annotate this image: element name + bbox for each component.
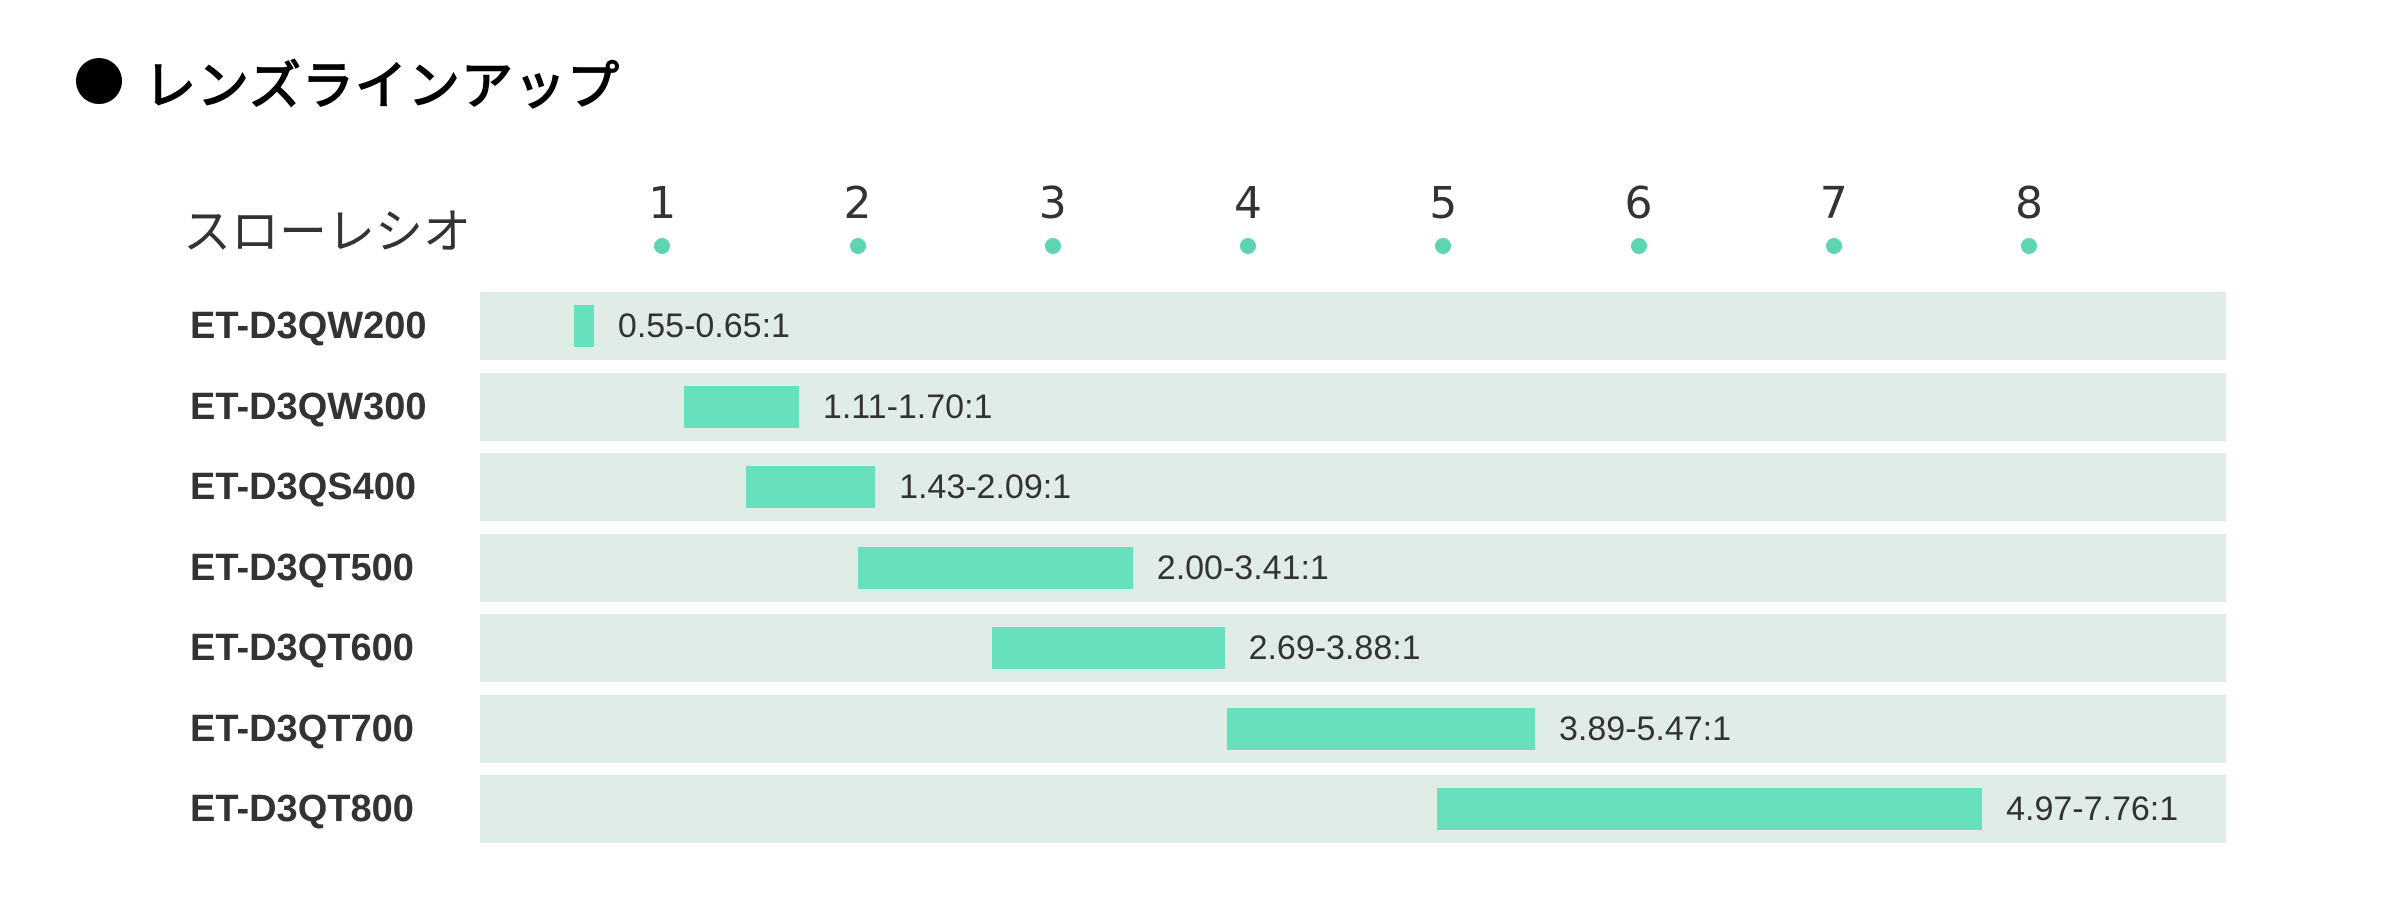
x-tick-label: 7 (1819, 178, 1848, 229)
category-label: ET-D3QT700 (190, 707, 414, 750)
x-tick-label: 1 (648, 178, 677, 229)
range-bar (683, 385, 799, 428)
x-tick-label: 4 (1234, 178, 1262, 229)
range-value-label: 1.11-1.70:1 (822, 387, 993, 426)
x-tick-4: 4 (1188, 178, 1308, 230)
row-background (480, 614, 2226, 682)
x-tick-dot (1630, 238, 1647, 254)
x-tick-dot (2021, 238, 2037, 254)
x-tick-label: 5 (1429, 178, 1458, 229)
chart-title: レンズラインアップ (76, 46, 620, 117)
range-value-label: 1.43-2.09:1 (899, 468, 1072, 506)
range-bar (574, 305, 594, 347)
row-background (480, 453, 2226, 521)
x-tick-label: 6 (1624, 178, 1653, 229)
range-bar (1437, 788, 1983, 830)
range-bar (857, 546, 1133, 589)
bullet-icon (76, 58, 122, 104)
range-value-label: 2.00-3.41:1 (1156, 548, 1329, 587)
range-bar (1226, 707, 1535, 750)
x-axis-label: スローレシオ (183, 204, 472, 260)
x-tick-3: 3 (993, 178, 1113, 230)
range-value-label: 0.55-0.65:1 (617, 307, 790, 345)
x-tick-5: 5 (1383, 178, 1503, 230)
category-label: ET-D3QW300 (190, 385, 427, 428)
x-tick-6: 6 (1579, 178, 1699, 230)
x-tick-1: 1 (602, 178, 722, 230)
category-label: ET-D3QW200 (190, 305, 427, 347)
row-background (480, 533, 2226, 602)
x-tick-dot (1435, 238, 1452, 254)
x-tick-dot (654, 238, 671, 254)
row-background (480, 292, 2226, 360)
x-tick-7: 7 (1774, 178, 1894, 230)
x-tick-label: 2 (843, 178, 872, 229)
category-label: ET-D3QT600 (190, 627, 414, 669)
category-label: ET-D3QT800 (190, 788, 414, 830)
x-tick-dot (1044, 238, 1061, 254)
x-tick-label: 3 (1038, 178, 1067, 229)
category-label: ET-D3QS400 (190, 466, 416, 508)
chart-title-text: レンズラインアップ (144, 56, 620, 117)
range-value-label: 3.89-5.47:1 (1559, 709, 1732, 748)
x-tick-dot (1240, 238, 1256, 254)
x-tick-dot (849, 238, 866, 254)
range-value-label: 2.69-3.88:1 (1248, 629, 1421, 667)
x-tick-label: 8 (2015, 178, 2043, 229)
x-tick-8: 8 (1969, 178, 2089, 230)
x-tick-2: 2 (798, 178, 918, 230)
x-tick-dot (1825, 238, 1842, 254)
category-label: ET-D3QT500 (190, 546, 414, 589)
range-bar (746, 466, 876, 508)
range-value-label: 4.97-7.76:1 (2006, 790, 2179, 828)
range-bar (992, 627, 1225, 669)
